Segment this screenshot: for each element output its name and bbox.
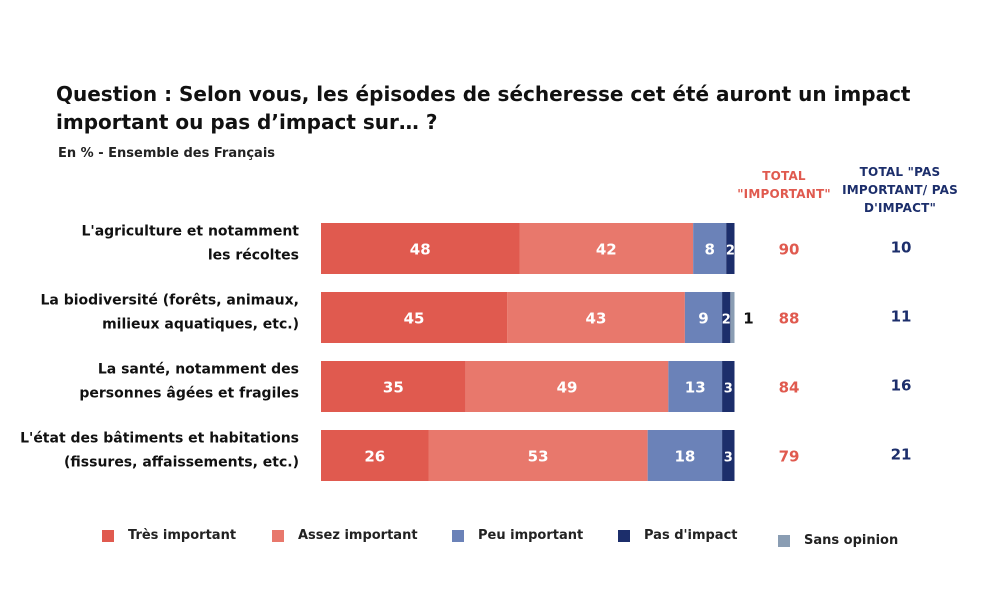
total-pas-important-header: TOTAL "PAS IMPORTANT/ PAS D'IMPACT" bbox=[842, 165, 958, 215]
category-label: (fissures, affaissements, etc.) bbox=[64, 455, 299, 471]
bar-segment-peu-important bbox=[647, 430, 723, 481]
legend-swatch bbox=[272, 529, 284, 542]
bar-segment-tres-important bbox=[321, 361, 466, 412]
data-label: 18 bbox=[674, 448, 695, 466]
bar-segment-assez-important bbox=[465, 361, 669, 412]
category-label: personnes âgées et fragiles bbox=[79, 386, 299, 402]
bar-segment-assez-important bbox=[507, 292, 685, 343]
total-important-value: 84 bbox=[779, 379, 800, 397]
data-label: 3 bbox=[724, 382, 733, 397]
category-label: L'agriculture et notamment bbox=[82, 224, 300, 240]
bar-segment-tres-important bbox=[321, 292, 508, 343]
total-pas-important-value: 10 bbox=[891, 239, 912, 257]
chart-legend: Très important Assez important Peu impor… bbox=[102, 528, 962, 552]
data-label: 2 bbox=[726, 244, 735, 259]
bar-segment-pas-impact bbox=[722, 430, 735, 481]
data-label: 45 bbox=[404, 310, 425, 328]
legend-item-assez-important: Assez important bbox=[272, 528, 418, 543]
category-label: L'état des bâtiments et habitations bbox=[20, 431, 299, 447]
legend-item-peu-important: Peu important bbox=[452, 528, 583, 543]
bar-segment-assez-important bbox=[428, 430, 648, 481]
legend-item-pas-impact: Pas d'impact bbox=[618, 528, 738, 543]
bar-segment-peu-important bbox=[668, 361, 723, 412]
total-important-value: 79 bbox=[779, 448, 800, 466]
total-important-value: 88 bbox=[779, 310, 800, 328]
legend-label: Pas d'impact bbox=[644, 528, 738, 543]
data-label: 2 bbox=[722, 313, 731, 328]
bar-segment-pas-impact bbox=[726, 223, 735, 274]
legend-label: Assez important bbox=[298, 528, 418, 543]
legend-item-sans-opinion: Sans opinion bbox=[778, 533, 898, 548]
data-label: 3 bbox=[724, 451, 733, 466]
data-label: 53 bbox=[528, 448, 549, 466]
legend-item-tres-important: Très important bbox=[102, 528, 236, 543]
data-label: 43 bbox=[586, 310, 607, 328]
bar-segment-tres-important bbox=[321, 223, 520, 274]
legend-swatch bbox=[452, 529, 464, 542]
bar-segment-sans-opinion bbox=[730, 292, 735, 343]
bar-segment-peu-important bbox=[684, 292, 723, 343]
data-label: 48 bbox=[410, 241, 431, 259]
category-label: milieux aquatiques, etc.) bbox=[102, 317, 299, 333]
data-label: 49 bbox=[557, 379, 578, 397]
legend-label: Très important bbox=[128, 528, 237, 543]
legend-label: Sans opinion bbox=[804, 533, 899, 548]
legend-label: Peu important bbox=[478, 528, 584, 543]
data-label: 26 bbox=[364, 448, 385, 466]
data-label-outside: 1 bbox=[743, 310, 753, 328]
data-label: 8 bbox=[704, 241, 714, 259]
total-pas-important-value: 11 bbox=[891, 308, 912, 326]
data-label: 13 bbox=[685, 379, 706, 397]
bar-segment-tres-important bbox=[321, 430, 429, 481]
total-pas-important-value: 21 bbox=[891, 446, 912, 464]
chart-title: Question : Selon vous, les épisodes de s… bbox=[56, 82, 911, 134]
data-label: 9 bbox=[698, 310, 708, 328]
bar-segment-assez-important bbox=[519, 223, 694, 274]
data-label: 42 bbox=[596, 241, 617, 259]
legend-swatch bbox=[778, 534, 790, 547]
bar-segment-pas-impact bbox=[722, 292, 731, 343]
legend-swatch bbox=[102, 529, 114, 542]
total-important-value: 90 bbox=[779, 241, 800, 259]
total-important-header: TOTAL "IMPORTANT" bbox=[737, 169, 831, 201]
legend-swatch bbox=[618, 529, 630, 542]
data-label: 35 bbox=[383, 379, 404, 397]
category-label: les récoltes bbox=[208, 248, 299, 264]
chart-subtitle: En % - Ensemble des Français bbox=[58, 146, 276, 161]
bar-segment-peu-important bbox=[693, 223, 727, 274]
total-pas-important-value: 16 bbox=[891, 377, 912, 395]
bar-segment-pas-impact bbox=[722, 361, 735, 412]
category-label: La santé, notamment des bbox=[98, 362, 299, 378]
category-label: La biodiversité (forêts, animaux, bbox=[40, 293, 299, 309]
